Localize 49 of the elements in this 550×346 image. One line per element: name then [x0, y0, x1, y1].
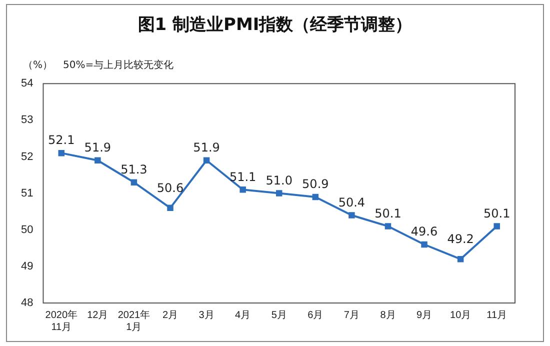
x-tick-label: 3月 — [198, 310, 214, 321]
y-tick-label: 53 — [20, 114, 34, 126]
point — [130, 179, 138, 186]
point — [421, 241, 428, 248]
x-tick-label: 12月 — [87, 310, 108, 321]
x-tick-label: 2月 — [162, 310, 178, 321]
point — [312, 194, 319, 200]
point — [494, 223, 500, 230]
y-tick-label: 52 — [20, 150, 34, 163]
x-tick-label: 2020年 11月 — [45, 308, 78, 333]
data-label: 51.0 — [266, 173, 292, 188]
data-label: 50.1 — [374, 206, 402, 220]
x-tick-label: 11月 — [486, 310, 508, 321]
x-tick-label: 5月 — [271, 310, 287, 321]
point — [276, 190, 282, 196]
data-label: 51.1 — [229, 170, 256, 184]
data-label: 51.9 — [193, 140, 220, 155]
data-label: 51.9 — [84, 140, 112, 155]
point — [384, 223, 392, 230]
point — [167, 204, 174, 212]
x-tick-label: 2021年 1月 — [118, 308, 150, 333]
y-tick-label: 51 — [20, 187, 34, 200]
data-label: 49.2 — [447, 232, 474, 246]
x-tick-label: 10月 — [450, 310, 472, 321]
y-tick-label: 49 — [20, 260, 34, 272]
y-tick-label: 50 — [20, 224, 34, 236]
data-label: 51.3 — [120, 162, 148, 176]
text: 50%=与上月比较无变化 — [63, 58, 174, 72]
data-label: 50.4 — [338, 195, 366, 210]
point — [203, 157, 210, 164]
data-label: 52.1 — [48, 133, 75, 148]
x-tick-label: 7月 — [344, 310, 360, 321]
data-label: 49.6 — [410, 224, 438, 239]
data-label: 50.9 — [302, 177, 329, 192]
data-label: 50.6 — [156, 181, 184, 196]
x-tick-label: 4月 — [235, 310, 251, 321]
x-tick-label: 6月 — [308, 310, 324, 321]
point — [94, 157, 101, 164]
x-tick-label: 9月 — [416, 310, 432, 321]
y-tick-label: 48 — [20, 297, 34, 310]
y-tick-label: 54 — [20, 78, 34, 90]
point — [457, 256, 464, 262]
data-label: 50.1 — [483, 206, 510, 220]
chart-title: 图1 制造业PMI指数（经季节调整） — [136, 14, 414, 36]
point — [240, 186, 246, 193]
point — [348, 212, 355, 218]
y-axis-title: （%） — [23, 59, 53, 72]
x-tick-label: 8月 — [380, 310, 396, 321]
point — [58, 150, 64, 156]
